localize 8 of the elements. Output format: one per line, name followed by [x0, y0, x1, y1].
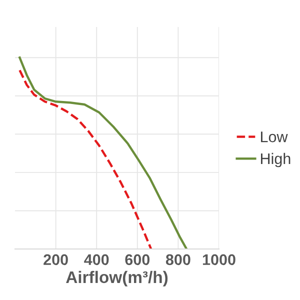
x-axis-title: Airflow(m³/h) — [66, 270, 168, 286]
x-tick-label: 200 — [44, 254, 68, 266]
legend-label: Low — [261, 132, 288, 142]
x-tick-label: 600 — [125, 254, 150, 266]
x-tick-label: 400 — [84, 254, 109, 266]
x-tick-label: 1000 — [202, 254, 236, 266]
legend-label: High — [261, 152, 290, 168]
x-tick-label: 800 — [166, 254, 190, 266]
